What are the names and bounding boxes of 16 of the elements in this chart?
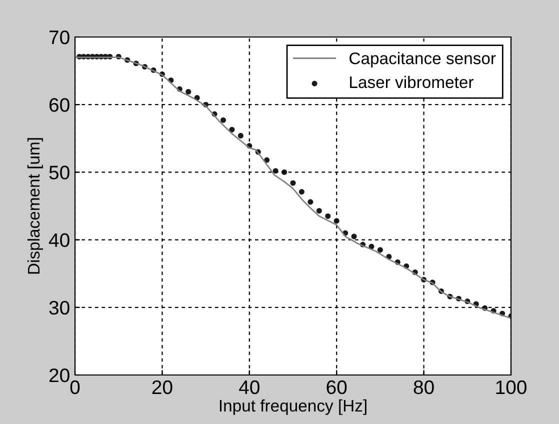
x-tick-label: 100 xyxy=(496,380,526,394)
legend-label: Capacitance sensor xyxy=(350,52,496,68)
y-tick-label: 70 xyxy=(50,30,70,44)
y-tick-label: 20 xyxy=(49,368,70,382)
x-tick-label: 0 xyxy=(70,380,80,394)
y-tick-label: 30 xyxy=(49,300,70,315)
y-tick-label: 40 xyxy=(48,233,70,248)
x-tick-label: 20 xyxy=(152,380,172,394)
y-axis-title: Displacement [um] xyxy=(27,138,43,274)
y-tick-label: 50 xyxy=(49,166,70,180)
x-axis-title: Input frequency [Hz] xyxy=(220,399,366,415)
x-tick-label: 60 xyxy=(326,380,347,394)
x-tick-label: 80 xyxy=(414,380,434,394)
y-tick-label: 60 xyxy=(50,98,70,112)
legend-label: Laser vibrometer xyxy=(350,76,474,88)
x-tick-label: 40 xyxy=(239,380,260,394)
